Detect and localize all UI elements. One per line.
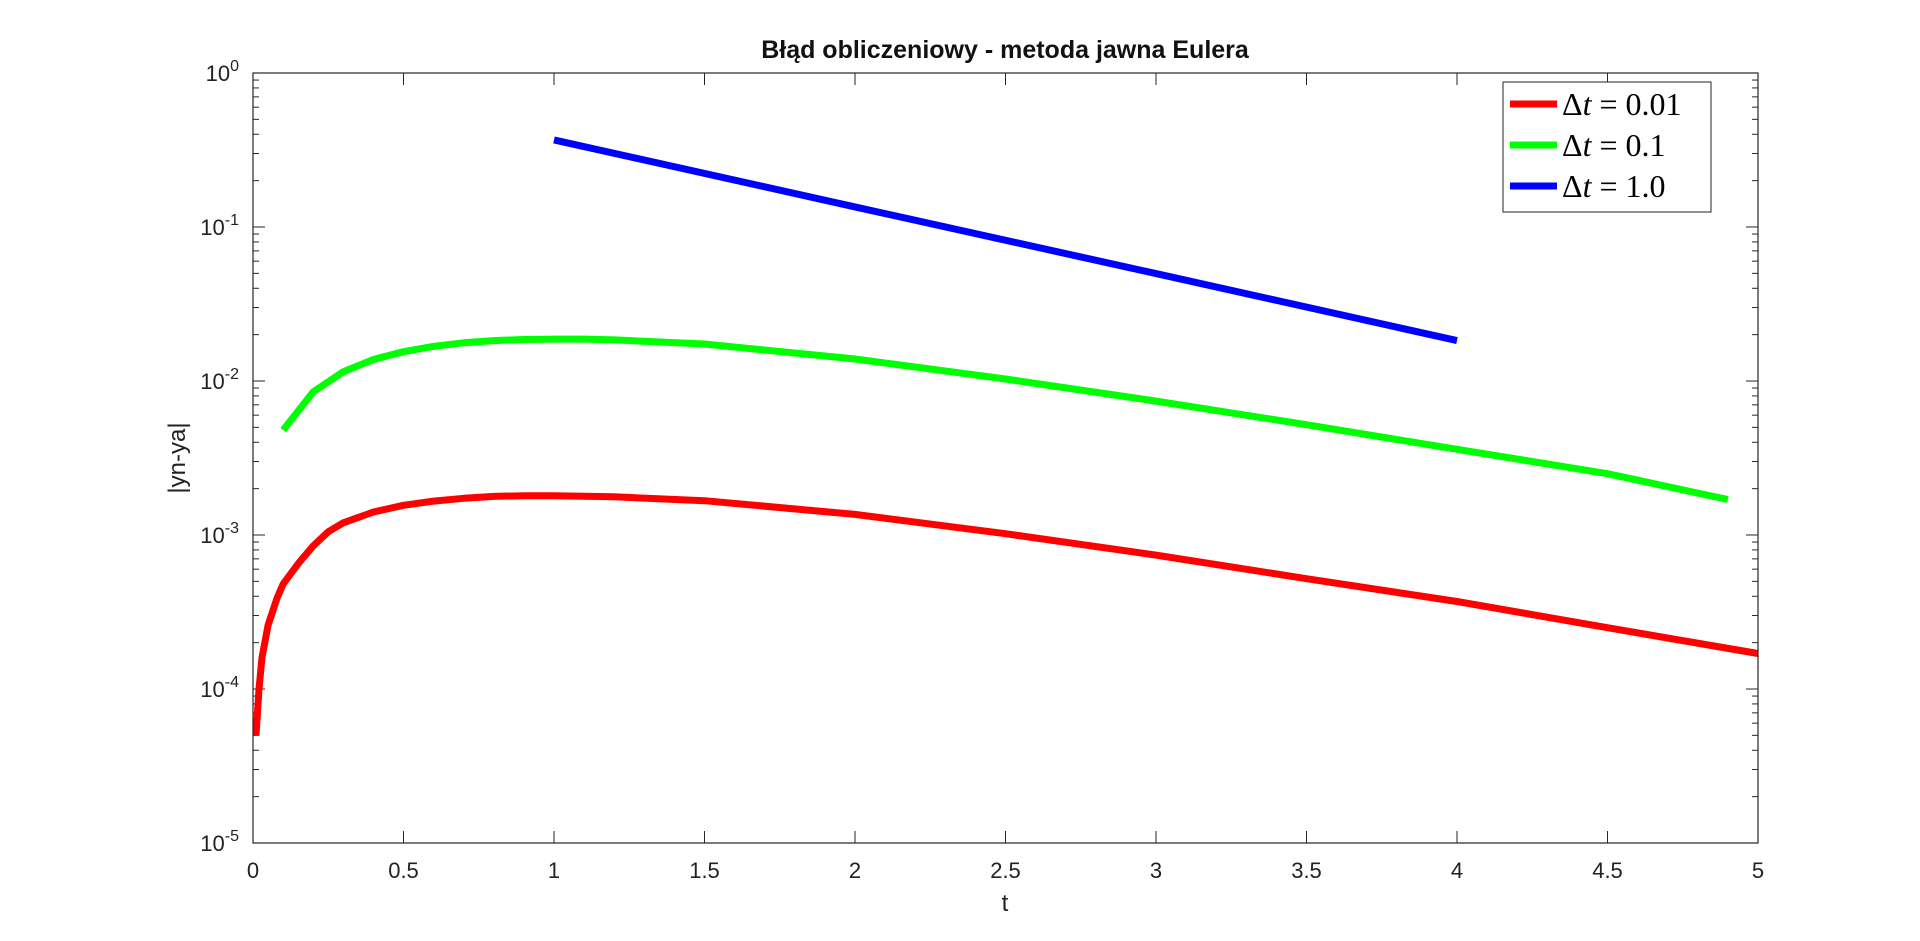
legend-label-2: Δt = 1.0 [1562, 168, 1666, 204]
x-tick-label: 4.5 [1592, 858, 1623, 883]
tick-labels-group: 0 0.5 1 1.5 2 2.5 3 3.5 4 4.5 510010-110-210-310-4… [200, 58, 1764, 883]
x-tick-label: 0.5 [388, 858, 419, 883]
legend-label-value: = 1.0 [1591, 168, 1665, 204]
series-group [252, 136, 1759, 736]
y-tick-label-exponent: -4 [225, 674, 239, 691]
series-line-1 [280, 335, 1729, 503]
y-tick-label-base: 10 [206, 61, 230, 86]
x-axis-label: t [1002, 890, 1009, 917]
y-tick-label-exponent: 0 [230, 58, 239, 75]
y-axis-label: |yn-ya| [164, 422, 191, 493]
x-tick-label: 3.5 [1291, 858, 1322, 883]
y-tick-label: 10-4 [200, 674, 239, 702]
legend-label-delta: Δ [1562, 86, 1583, 122]
legend-label-0: Δt = 0.01 [1562, 86, 1682, 122]
x-tick-label: 2 [849, 858, 861, 883]
y-tick-label-exponent: -5 [225, 828, 239, 845]
y-tick-label-base: 10 [200, 523, 224, 548]
x-tick-label: 5 [1752, 858, 1764, 883]
legend-label-var: t [1583, 127, 1593, 163]
y-tick-label: 10-2 [200, 366, 239, 394]
x-tick-label: 0 [247, 858, 259, 883]
x-tick-label: 3 [1150, 858, 1162, 883]
x-tick-label: 1 [548, 858, 560, 883]
series-line-2 [553, 136, 1458, 345]
chart-title: Błąd obliczeniowy - metoda jawna Eulera [761, 36, 1250, 64]
x-tick-label: 2.5 [990, 858, 1021, 883]
y-tick-label-base: 10 [200, 215, 224, 240]
legend-label-delta: Δ [1562, 127, 1583, 163]
y-tick-label: 10-1 [200, 212, 239, 240]
x-tick-label: 1.5 [689, 858, 720, 883]
legend-label-var: t [1583, 86, 1593, 122]
y-tick-label-exponent: -2 [225, 366, 239, 383]
x-tick-label: 4 [1451, 858, 1463, 883]
y-tick-label-base: 10 [200, 831, 224, 856]
y-tick-label-exponent: -3 [225, 520, 239, 537]
series-line-0 [252, 492, 1759, 736]
y-tick-label-exponent: -1 [225, 212, 239, 229]
legend-label-value: = 0.1 [1591, 127, 1665, 163]
legend-label-var: t [1583, 168, 1593, 204]
y-tick-label-base: 10 [200, 677, 224, 702]
axes-box [252, 72, 1759, 844]
y-tick-label-base: 10 [200, 369, 224, 394]
legend-label-value: = 0.01 [1591, 86, 1681, 122]
y-tick-label: 10-3 [200, 520, 239, 548]
y-tick-label: 10-5 [200, 828, 239, 856]
legend-label-1: Δt = 0.1 [1562, 127, 1666, 163]
legend-label-delta: Δ [1562, 168, 1583, 204]
y-tick-label: 100 [206, 58, 239, 86]
